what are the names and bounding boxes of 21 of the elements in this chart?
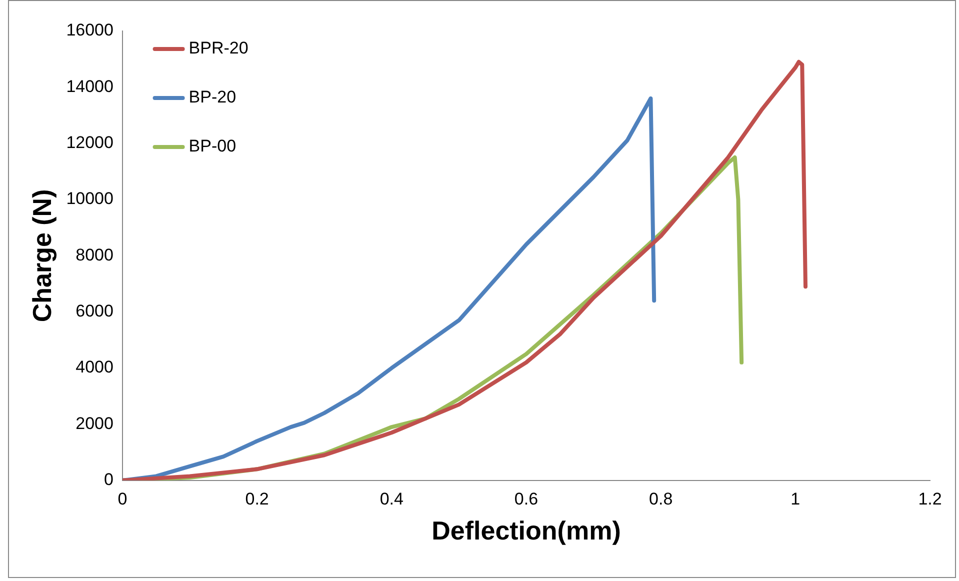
legend-label: BPR-20 bbox=[188, 38, 248, 58]
y-tick-label: 12000 bbox=[66, 133, 114, 152]
x-axis-title: Deflection(mm) bbox=[432, 516, 621, 546]
x-tick-label: 1 bbox=[790, 489, 800, 508]
legend-label: BP-20 bbox=[188, 88, 236, 107]
y-tick-label: 16000 bbox=[66, 20, 114, 40]
y-axis-title: Charge (N) bbox=[26, 189, 57, 322]
y-tick-label: 14000 bbox=[66, 76, 114, 96]
x-tick-label: 1.2 bbox=[918, 489, 942, 508]
legend-label: BP-00 bbox=[188, 136, 236, 156]
x-tick-label: 0.8 bbox=[649, 489, 673, 508]
x-tick-label: 0.4 bbox=[380, 489, 404, 508]
x-tick-label: 0.6 bbox=[514, 489, 538, 508]
y-tick-label: 10000 bbox=[66, 189, 114, 208]
x-tick-label: 0.2 bbox=[245, 489, 269, 508]
y-tick-label: 4000 bbox=[76, 358, 114, 377]
y-tick-label: 8000 bbox=[76, 245, 114, 264]
y-tick-label: 6000 bbox=[76, 302, 114, 321]
y-tick-label: 2000 bbox=[76, 414, 114, 433]
y-tick-label: 0 bbox=[104, 470, 114, 490]
x-tick-label: 0 bbox=[118, 489, 128, 508]
